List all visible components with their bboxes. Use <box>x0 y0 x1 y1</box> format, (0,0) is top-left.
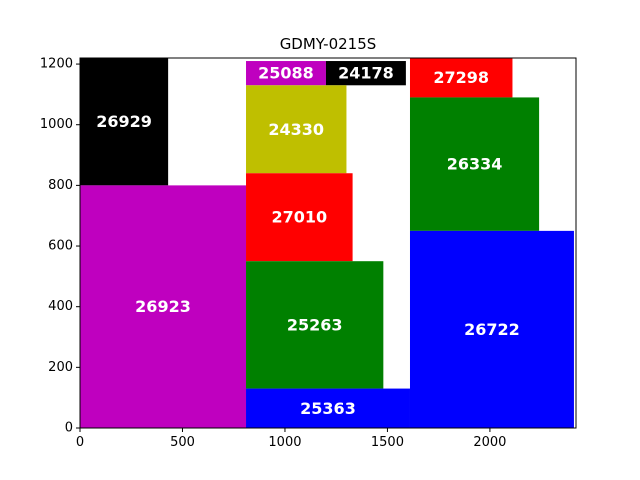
y-tick-label: 800 <box>48 178 73 193</box>
rectangle-label-24330: 24330 <box>268 120 324 139</box>
rectangle-label-25363: 25363 <box>300 399 356 418</box>
rectangle-label-27010: 27010 <box>271 208 327 227</box>
rectangle-label-26923: 26923 <box>135 297 191 316</box>
x-tick-label: 500 <box>170 435 195 450</box>
y-tick-label: 200 <box>48 360 73 375</box>
rectangle-25363 <box>246 388 410 428</box>
rectangle-26722 <box>409 230 574 428</box>
y-tick-label: 1000 <box>40 117 73 132</box>
rectangle-26929 <box>80 58 169 186</box>
plot-frame <box>79 57 577 429</box>
rectangle-24178 <box>325 61 406 86</box>
y-axis: 0 200 400 600 800 1000 1200 <box>40 57 80 436</box>
rectangle-label-25263: 25263 <box>287 315 343 334</box>
rectangle-25263 <box>246 261 384 389</box>
rectangle-label-25088: 25088 <box>258 64 314 83</box>
rectangle-label-27298: 27298 <box>433 68 489 87</box>
rectangle-27010 <box>246 173 353 262</box>
rectangle-26923 <box>80 185 247 428</box>
x-tick-label: 0 <box>76 435 84 450</box>
rectangles-layer <box>80 58 574 428</box>
x-tick-label: 2000 <box>473 435 506 450</box>
y-tick-label: 600 <box>48 239 73 254</box>
x-tick-label: 1500 <box>371 435 404 450</box>
y-tick-label: 400 <box>48 299 73 314</box>
y-tick-label: 1200 <box>40 57 73 72</box>
rectangle-label-26929: 26929 <box>96 112 152 131</box>
rectangle-26334 <box>409 97 540 231</box>
rectangle-label-24178: 24178 <box>338 64 394 83</box>
rectangle-24330 <box>246 85 347 174</box>
x-axis: 0 500 1000 1500 2000 <box>76 428 506 450</box>
y-tick-label: 0 <box>65 421 73 436</box>
rectangle-labels-layer: 26929 26923 25088 24178 24330 27010 25263 25363… <box>96 64 520 418</box>
rectangle-25088 <box>246 61 326 86</box>
rectangle-27298 <box>409 58 513 98</box>
rectangle-label-26722: 26722 <box>464 320 520 339</box>
rectangle-label-26334: 26334 <box>447 155 503 174</box>
x-tick-label: 1000 <box>268 435 301 450</box>
chart-title: GDMY-0215S <box>280 35 377 53</box>
